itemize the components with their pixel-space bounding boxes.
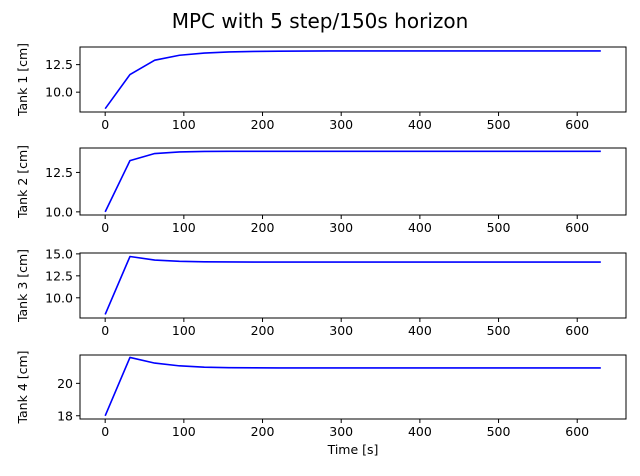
tank-1-y-axis-label: Tank 1 [cm] xyxy=(15,43,30,117)
tank-3-y-tick-label: 12.5 xyxy=(45,268,73,283)
tank-1-x-tick-label: 200 xyxy=(251,117,275,132)
tank-4-x-tick-label: 0 xyxy=(101,424,109,439)
tank-1-series-line xyxy=(104,50,601,110)
tank-3-subplot: 0 100 200 300 400 500 600 10.0 12.5 15.0 Tank 3 [c… xyxy=(15,246,627,338)
tank-1-subplot: 0 100 200 300 400 500 600 10.0 12.5 Tank 1 [cm] xyxy=(15,43,627,132)
tank-3-x-tick-label: 600 xyxy=(565,323,589,338)
tank-3-y-axis-label: Tank 3 [cm] xyxy=(15,249,30,323)
tank-4-x-tick-label: 300 xyxy=(329,424,353,439)
tank-2-y-axis-label: Tank 2 [cm] xyxy=(15,145,30,219)
tank-4-y-tick-label: 18 xyxy=(57,408,73,423)
tank-4-y-axis-label: Tank 4 [cm] xyxy=(15,350,30,424)
tank-3-x-tick-label: 100 xyxy=(172,323,196,338)
tank-1-x-tick-label: 100 xyxy=(172,117,196,132)
tank-2-x-tick-label: 200 xyxy=(251,220,275,235)
tank-3-x-tick-label: 300 xyxy=(329,323,353,338)
tank-3-x-tick-label: 500 xyxy=(487,323,511,338)
tank-1-x-tick-label: 400 xyxy=(408,117,432,132)
tank-2-axes-frame xyxy=(79,147,627,216)
tank-3-x-tick-label: 400 xyxy=(408,323,432,338)
tank-4-series-line xyxy=(104,356,601,417)
tank-4-x-tick-label: 500 xyxy=(487,424,511,439)
tank-2-series-line xyxy=(104,150,601,213)
tank-1-x-tick-label: 0 xyxy=(101,117,109,132)
tank-2-x-tick-label: 0 xyxy=(101,220,109,235)
tank-3-x-tick-label: 0 xyxy=(101,323,109,338)
tank-1-x-tick-label: 300 xyxy=(329,117,353,132)
tank-3-y-tick-label: 15.0 xyxy=(45,246,73,261)
tank-2-x-tick-label: 400 xyxy=(408,220,432,235)
figure-title: MPC with 5 step/150s horizon xyxy=(172,9,469,33)
tank-4-subplot: 0 100 200 300 400 500 600 18 20 Tank 4 [cm] Time [… xyxy=(15,350,627,457)
tank-4-x-tick-label: 400 xyxy=(408,424,432,439)
tank-4-x-tick-label: 200 xyxy=(251,424,275,439)
tank-2-x-tick-label: 600 xyxy=(565,220,589,235)
tank-1-x-tick-label: 600 xyxy=(565,117,589,132)
tank-1-y-tick-label: 12.5 xyxy=(45,57,73,72)
tank-4-x-tick-label: 600 xyxy=(565,424,589,439)
tank-3-x-tick-label: 200 xyxy=(251,323,275,338)
tank-3-series-line xyxy=(104,255,601,315)
tank-3-axes-frame xyxy=(79,252,627,319)
tank-1-x-tick-label: 500 xyxy=(487,117,511,132)
tank-2-x-tick-label: 100 xyxy=(172,220,196,235)
tank-2-x-tick-label: 300 xyxy=(329,220,353,235)
tank-2-x-tick-label: 500 xyxy=(487,220,511,235)
tank-2-subplot: 0 100 200 300 400 500 600 10.0 12.5 Tank 2 [cm] xyxy=(15,145,627,235)
tank-2-y-tick-label: 10.0 xyxy=(45,204,73,219)
tank-1-axes-frame xyxy=(79,46,627,113)
tank-3-y-tick-label: 10.0 xyxy=(45,290,73,305)
tank-4-axes-frame xyxy=(79,354,627,420)
tank-4-x-tick-label: 100 xyxy=(172,424,196,439)
tank-1-y-tick-label: 10.0 xyxy=(45,85,73,100)
tank-4-y-tick-label: 20 xyxy=(57,376,73,391)
x-axis-label: Time [s] xyxy=(327,442,379,457)
tank-2-y-tick-label: 12.5 xyxy=(45,165,73,180)
